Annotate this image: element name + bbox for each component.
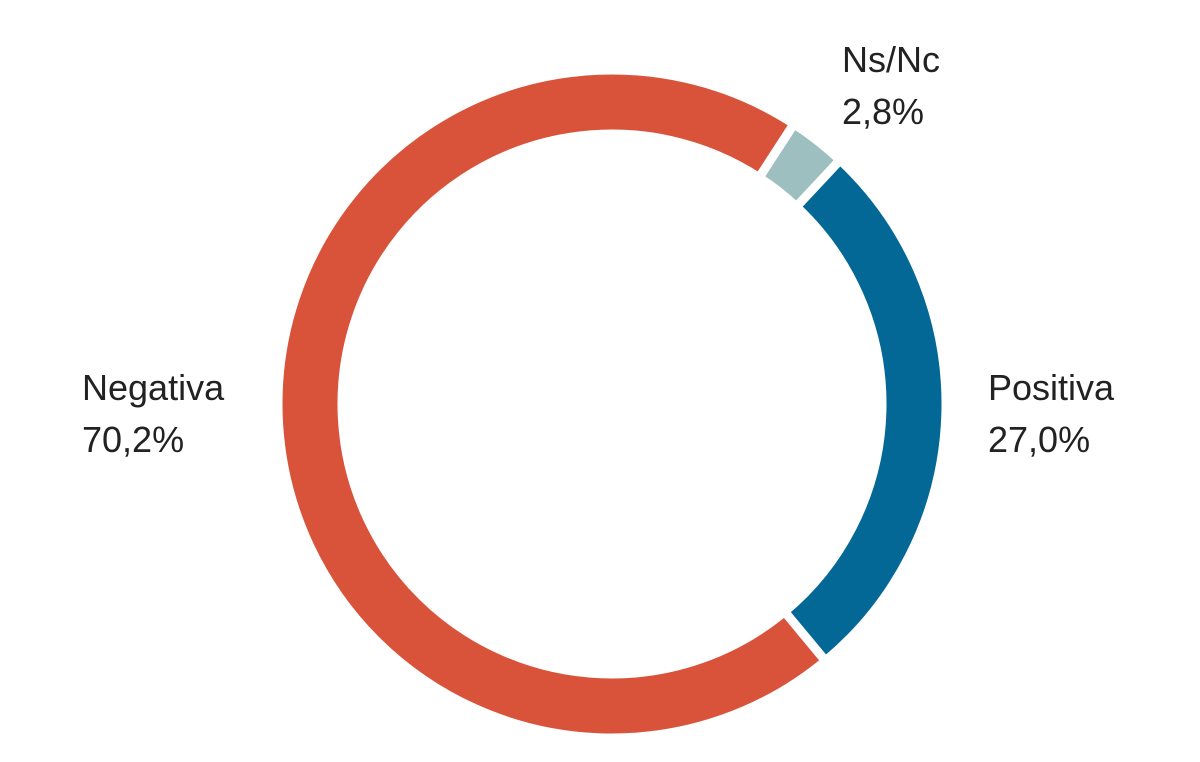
slice-value-label: 27,0% [988, 419, 1090, 460]
donut-slice [778, 153, 951, 668]
slice-value-label: 2,8% [842, 91, 924, 132]
donut-slice [273, 65, 832, 743]
slice-label: Negativa [82, 367, 225, 408]
slice-label: Ns/Nc [842, 39, 940, 80]
slice-label: Positiva [988, 367, 1115, 408]
slice-value-label: 70,2% [82, 419, 184, 460]
